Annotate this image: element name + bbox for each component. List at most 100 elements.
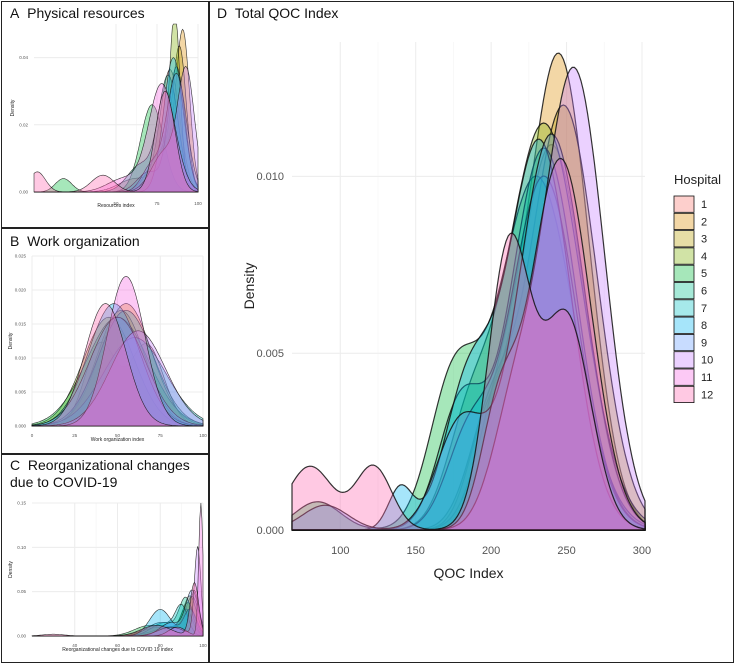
y-tick-label-b: 0.010 [15, 356, 27, 361]
legend-key-9 [673, 333, 695, 352]
x-axis-label-c: Reorganizational changes due to COVID 19… [62, 647, 173, 653]
density-hospital-8 [31, 303, 204, 427]
legend-label-3: 3 [701, 234, 707, 246]
density-hospital-12 [31, 303, 203, 427]
x-axis-label-d: QOC Index [433, 565, 503, 581]
panel-c-title-line1: Reorganizational changes [27, 457, 190, 473]
y-tick-label-c: 0.10 [17, 545, 26, 550]
panel-a-title: A Physical resources [10, 5, 145, 22]
y-axis-label-c: Density [8, 561, 14, 578]
legend-label-9: 9 [701, 337, 707, 349]
legend-key-10 [673, 351, 695, 369]
panel-d: D Total QOC Index 100 150 200 250 300 0.000 0.… [209, 1, 734, 663]
y-axis-label-b: Density [8, 332, 14, 349]
x-tick-label-b: 0 [31, 433, 34, 438]
x-tick-label-d: 250 [557, 545, 575, 557]
legend-label-8: 8 [701, 320, 707, 332]
panel-c-title-line2: due to COVID-19 [10, 474, 118, 490]
panel-d-title: D Total QOC Index [217, 5, 338, 22]
panel-b-title-text: Work organization [27, 233, 140, 249]
panel-a-letter: A [10, 5, 20, 21]
density-hospital-12 [291, 232, 646, 531]
panel-d-title-text: Total QOC Index [234, 5, 339, 21]
density-curves-c [31, 502, 204, 637]
panel-d-letter: D [217, 5, 228, 21]
legend-label-1: 1 [701, 199, 707, 211]
x-tick-label-d: 150 [407, 545, 425, 557]
legend-label-4: 4 [701, 251, 707, 263]
legend-key-3 [673, 230, 695, 248]
density-hospital-12 [33, 90, 199, 193]
legend-key-7 [673, 299, 695, 317]
x-tick-label-c: 40 [72, 643, 78, 648]
density-hospital-5 [34, 104, 198, 193]
x-tick-label-d: 100 [331, 545, 349, 557]
density-hospital-11 [32, 276, 203, 427]
legend-label-2: 2 [701, 216, 707, 228]
panel-b-title: B Work organization [10, 233, 140, 250]
x-axis-label-b: Work organization index [91, 437, 145, 443]
x-tick-label-c: 80 [158, 643, 164, 648]
chart-c: 40 60 80 100 0.00 0.05 0.10 0.15 Reorganizationa… [8, 501, 207, 653]
legend-key-8 [673, 316, 695, 334]
chart-d: 100 150 200 250 300 0.000 0.005 0.010 QOC Index D… [241, 42, 721, 581]
y-axis-label-a: Density [10, 99, 16, 116]
density-curves-d [291, 52, 646, 531]
x-tick-label-d: 200 [482, 545, 500, 557]
y-axis-label-d: Density [241, 263, 257, 310]
y-tick-label-b: 0.020 [15, 288, 27, 293]
x-axis-label-a: Resources index [97, 203, 135, 209]
x-tick-label-b: 25 [72, 433, 78, 438]
panel-c-letter: C [10, 457, 21, 473]
legend-key-5 [673, 264, 695, 282]
y-tick-label-d: 0.005 [256, 348, 284, 360]
y-tick-label-a: 0.02 [19, 122, 28, 127]
chart-a: 50 75 100 0.00 0.02 0.04 Resources index Densit… [10, 23, 202, 209]
x-tick-label-b: 100 [199, 433, 207, 438]
x-tick-label-c: 100 [199, 643, 207, 648]
legend-label-6: 6 [701, 286, 707, 298]
x-tick-label-b: 50 [115, 433, 121, 438]
x-tick-label-b: 75 [158, 433, 164, 438]
panel-a: A Physical resources 50 75 100 0.00 0.02 0.04… [1, 1, 209, 228]
density-hospital-9 [31, 316, 204, 427]
x-tick-label-a: 50 [113, 201, 119, 206]
legend-key-11 [673, 368, 695, 386]
density-hospital-5 [291, 175, 646, 531]
y-tick-label-b: 0.015 [15, 322, 27, 327]
density-hospital-10 [31, 330, 204, 427]
density-hospital-12 [31, 581, 204, 637]
panel-c-title: C Reorganizational changes due to COVID-… [10, 457, 190, 491]
x-tick-label-a: 100 [194, 201, 202, 206]
legend-label-12: 12 [701, 389, 713, 401]
legend-label-5: 5 [701, 268, 707, 280]
y-tick-label-a: 0.00 [19, 190, 28, 195]
x-tick-label-a: 75 [154, 201, 160, 206]
legend-key-2 [673, 212, 695, 231]
y-tick-label-d: 0.010 [256, 171, 284, 183]
density-curves-a [33, 23, 199, 193]
y-tick-label-c: 0.05 [17, 589, 26, 594]
legend-key-6 [673, 282, 695, 300]
panel-b: B Work organization 0 25 50 75 100 0.000 0.005… [1, 228, 209, 454]
x-tick-label-c: 60 [115, 643, 121, 648]
density-curves-b [31, 276, 204, 427]
legend-key-12 [673, 385, 695, 403]
y-tick-label-c: 0.00 [17, 634, 26, 639]
legend-title: Hospital [674, 172, 721, 187]
y-tick-label-b: 0.005 [15, 390, 27, 395]
panel-b-letter: B [10, 233, 20, 249]
legend-label-7: 7 [701, 303, 707, 315]
y-tick-label-b: 0.025 [15, 254, 27, 259]
y-tick-label-a: 0.04 [19, 55, 28, 60]
legend-key-4 [673, 247, 695, 265]
y-tick-label-b: 0.000 [15, 424, 27, 429]
legend-key-1 [673, 195, 695, 213]
density-hospital-9 [291, 133, 646, 531]
panel-a-title-text: Physical resources [27, 5, 145, 21]
legend-label-10: 10 [701, 355, 713, 367]
chart-b: 0 25 50 75 100 0.000 0.005 0.010 0.015 0.020 0.025… [8, 254, 207, 443]
y-tick-label-d: 0.000 [256, 525, 284, 537]
legend-label-11: 11 [701, 372, 712, 384]
